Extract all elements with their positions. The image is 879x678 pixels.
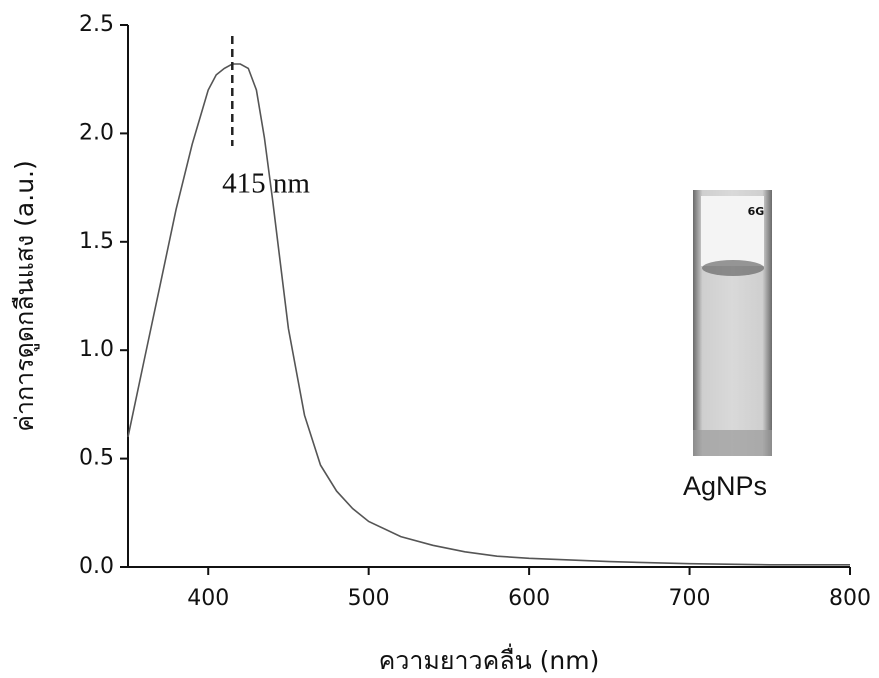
inset-caption: AgNPs: [683, 471, 767, 501]
x-axis-title: ความยาวคลื่น (nm): [379, 643, 600, 675]
x-tick-label: 600: [508, 586, 550, 611]
cuvette-air: [701, 196, 764, 266]
x-tick-label: 700: [669, 586, 711, 611]
y-tick-label: 0.5: [79, 446, 114, 471]
cuvette-label: 6G: [748, 205, 765, 218]
x-tick-label: 800: [829, 586, 871, 611]
y-axis-title: ค่าการดูดกลืนแสง (a.u.): [10, 160, 40, 431]
y-tick-label: 2.0: [79, 120, 114, 145]
y-tick-label: 0.0: [79, 554, 114, 579]
cuvette-base: [693, 430, 772, 456]
y-tick-label: 1.0: [79, 337, 114, 362]
spectrum-line: [127, 63, 850, 566]
peak-label: 415 nm: [222, 168, 310, 200]
y-tick-label: 2.5: [79, 12, 114, 37]
meniscus: [702, 260, 764, 276]
cuvette-inset: [693, 190, 772, 456]
x-tick-label: 500: [348, 586, 390, 611]
y-tick-label: 1.5: [79, 229, 114, 254]
x-tick-label: 400: [187, 586, 229, 611]
